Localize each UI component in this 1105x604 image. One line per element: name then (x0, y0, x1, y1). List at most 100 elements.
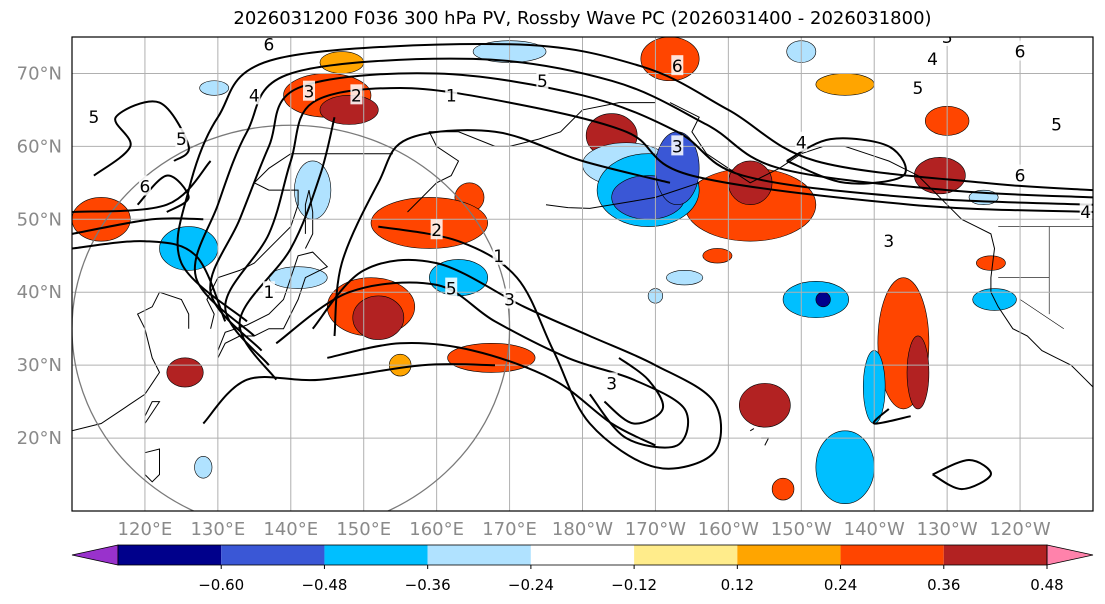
pv-contour-line (275, 281, 690, 449)
longitude-label: 140°W (844, 519, 905, 540)
map-frame (71, 36, 1094, 512)
chart-title: 2026031200 F036 300 hPa PV, Rossby Wave … (233, 8, 932, 29)
pv-contour-label: 5 (537, 72, 548, 92)
latitude-label: 60°N (17, 136, 62, 157)
longitude-label: 120°E (118, 519, 173, 540)
pv-contour-label: 3 (606, 374, 617, 394)
longitude-label: 120°W (989, 519, 1050, 540)
negative-pv-anomaly (815, 430, 875, 505)
negative-pv-anomaly (199, 80, 230, 96)
latitude-label: 20°N (17, 428, 62, 449)
positive-pv-anomaly (352, 295, 405, 340)
longitude-label: 160°E (409, 519, 464, 540)
pv-contour-label-bg (882, 230, 895, 251)
pv-contour-line (872, 408, 911, 425)
pv-contour-line (72, 217, 204, 235)
pv-contour-line (209, 72, 1093, 352)
pv-contour-label: 1 (446, 86, 457, 106)
pv-contour-label: 5 (913, 79, 924, 99)
positive-pv-anomaly (702, 248, 733, 264)
coastline (669, 102, 1093, 388)
pv-contour-label-bg (87, 106, 100, 127)
coastline (749, 428, 755, 432)
pv-contour-label: 6 (140, 177, 151, 197)
pv-contour-label: 3 (883, 232, 894, 252)
pv-contour-label: 5 (1051, 116, 1062, 136)
positive-pv-anomaly (166, 357, 204, 388)
pv-contour-label: 6 (1015, 167, 1026, 187)
colorbar-tick-label: 0.36 (927, 576, 960, 594)
longitude-label: 170°W (625, 519, 686, 540)
pv-contour-label: 5 (88, 108, 99, 128)
pv-contour-label: 6 (1015, 43, 1026, 63)
pv-contour-label-bg (1014, 164, 1027, 185)
pv-contour-label: 6 (672, 57, 683, 77)
pv-contour-line (202, 363, 496, 425)
negative-pv-anomaly (268, 266, 328, 289)
pv-contour-layer (72, 43, 1093, 491)
pv-contour-label: 4 (927, 50, 938, 70)
pv-contour-label-bg (262, 281, 275, 302)
colorbar-segment (427, 545, 531, 565)
latitude-label: 30°N (17, 355, 62, 376)
longitude-label: 140°E (263, 519, 318, 540)
pv-contour-label-bg (445, 277, 458, 298)
colorbar: −0.60 −0.48 −0.36 −0.24 −0.12 0.12 0.24 0.36 0.4… (71, 544, 1094, 594)
pv-contour-label: 2 (431, 221, 442, 241)
negative-pv-anomaly (429, 259, 488, 297)
positive-pv-anomaly (319, 95, 379, 125)
longitude-label: 130°W (917, 519, 978, 540)
pv-contour-label: 6 (263, 35, 274, 55)
negative-pv-anomaly (815, 291, 831, 308)
pv-contour-label-bg (138, 175, 151, 196)
coastline (217, 251, 329, 359)
pv-contour-label: 4 (796, 134, 807, 154)
pv-contour-label: 5 (446, 280, 457, 300)
positive-pv-anomaly (976, 255, 1006, 271)
colorbar-tick-label: 0.48 (1030, 576, 1063, 594)
positive-pv-anomaly (771, 477, 795, 501)
pv-contour-label: 2 (351, 86, 362, 106)
latitude-label: 50°N (17, 209, 62, 230)
pv-contour-line (786, 137, 907, 185)
colorbar-segment (530, 545, 635, 565)
pv-contour-label-bg (303, 80, 316, 101)
longitude-label: 180°W (552, 519, 613, 540)
colorbar-tick-label: −0.12 (611, 576, 657, 594)
pv-contour-label: 5 (176, 130, 187, 150)
positive-pv-anomaly (640, 37, 700, 82)
colorbar-segment (737, 545, 841, 565)
pv-contour-line (603, 357, 665, 425)
latitude-label: 70°N (17, 63, 62, 84)
pv-contour-line (333, 129, 671, 337)
colorbar-tick-label: −0.60 (198, 576, 244, 594)
coastline (206, 153, 393, 329)
colorbar-segment (324, 545, 428, 565)
pv-contour-label: 1 (493, 247, 504, 267)
pv-contour-label-bg (262, 37, 275, 54)
positive-pv-anomaly (906, 335, 930, 410)
pv-contour-label-bg (671, 55, 684, 76)
pv-contour-label: 3 (504, 291, 515, 311)
pv-contour-label-bg (1079, 201, 1092, 222)
colorbar-tick-label: −0.48 (301, 576, 347, 594)
pv-contour-label: 3 (304, 83, 315, 103)
pv-contour-line (932, 458, 992, 491)
positive-pv-anomaly (370, 197, 488, 249)
pv-contour-label: 1 (263, 283, 274, 303)
pv-contour-label: 3 (672, 137, 683, 157)
colorbar-extend-low (71, 544, 119, 566)
colorbar-segment (221, 545, 325, 565)
colorbar-tick-label: −0.36 (405, 576, 451, 594)
pv-contour-label-bg (175, 128, 188, 149)
pv-contour-label-bg (795, 131, 808, 152)
pv-contour-line (224, 86, 1093, 366)
pv-contour-label-bg (1050, 113, 1063, 134)
pv-contour-label-bg (248, 84, 261, 105)
colorbar-extend-high (1046, 544, 1094, 566)
colorbar-segment (634, 545, 738, 565)
positive-pv-anomaly (738, 383, 791, 428)
pv-contour-label-bg (605, 372, 618, 393)
colorbar-segment (840, 545, 944, 565)
